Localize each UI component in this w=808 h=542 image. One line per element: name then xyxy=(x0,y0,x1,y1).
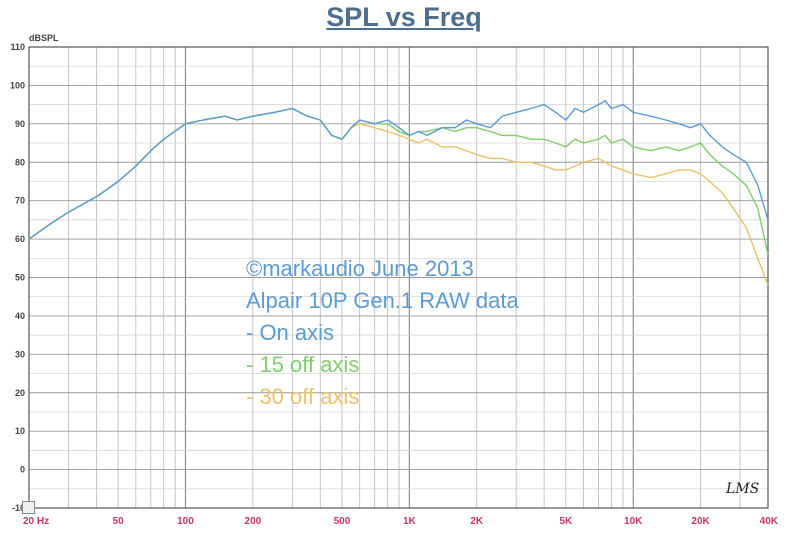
y-tick-label: 40 xyxy=(15,311,25,321)
x-tick-label: 5K xyxy=(559,516,573,527)
x-tick-label: 2K xyxy=(470,516,484,527)
series-line-on-axis xyxy=(28,100,769,240)
y-tick-label: 10 xyxy=(15,426,25,436)
annotation-line: - On axis xyxy=(246,320,335,345)
x-tick-label: 100 xyxy=(177,516,194,527)
y-tick-label: -10 xyxy=(12,503,25,513)
x-tick-label: 50 xyxy=(113,516,125,527)
annotation-line: - 15 off axis xyxy=(246,352,360,377)
y-tick-label: 70 xyxy=(15,196,25,206)
annotation-line: - 30 off axis xyxy=(246,384,360,409)
x-tick-label: 1K xyxy=(403,516,417,527)
corner-button[interactable] xyxy=(22,501,35,514)
x-tick-label: 200 xyxy=(245,516,262,527)
plot-frame xyxy=(28,46,769,509)
chart-title: SPL vs Freq xyxy=(326,2,482,32)
x-tick-label: 500 xyxy=(334,516,351,527)
y-tick-label: 100 xyxy=(10,80,25,90)
y-tick-label: 0 xyxy=(20,465,25,475)
annotation-line: Alpair 10P Gen.1 RAW data xyxy=(246,288,519,313)
y-tick-label: 90 xyxy=(15,119,25,129)
x-tick-label: 20 Hz xyxy=(23,516,49,527)
lms-watermark: LMS xyxy=(726,481,760,497)
y-tick-label: 50 xyxy=(15,273,25,283)
x-tick-label: 10K xyxy=(624,516,643,527)
y-axis-label: dBSPL xyxy=(29,33,59,43)
y-tick-label: 20 xyxy=(15,388,25,398)
y-tick-label: 60 xyxy=(15,234,25,244)
annotation-line: ©markaudio June 2013 xyxy=(246,256,474,281)
y-tick-label: 110 xyxy=(10,42,25,52)
x-tick-label: 20K xyxy=(691,516,710,527)
y-tick-label: 80 xyxy=(15,157,25,167)
x-tick-label: 40K xyxy=(760,516,779,527)
y-tick-label: 30 xyxy=(15,349,25,359)
